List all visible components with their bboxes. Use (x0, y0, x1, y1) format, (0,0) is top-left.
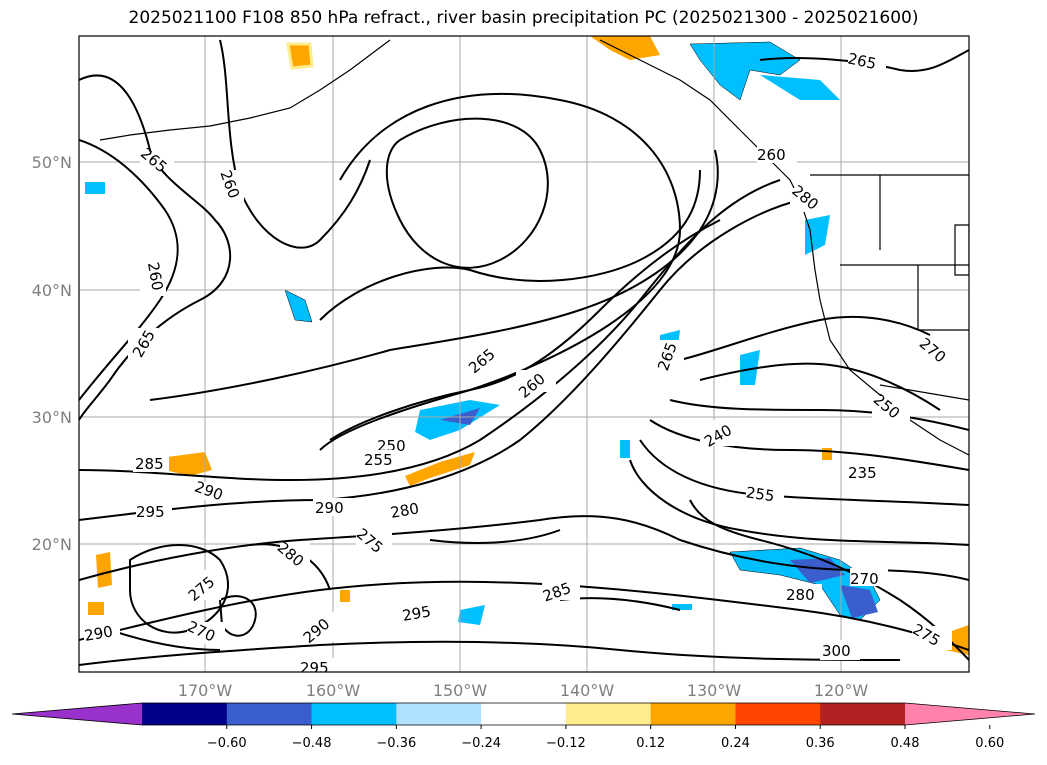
colorbar-tick-label: −0.36 (376, 736, 416, 751)
lat-label: 40°N (32, 281, 72, 300)
lat-label: 50°N (32, 153, 72, 172)
colorbar-tick-label: 0.48 (891, 736, 920, 751)
longitude-labels: 170°W 160°W 150°W 140°W 130°W 120°W (178, 681, 869, 700)
contour-label: 290 (315, 499, 344, 517)
colorbar-tick-label: −0.24 (461, 736, 501, 751)
contour-label: 290 (83, 622, 114, 645)
colorbar-segment (142, 703, 228, 725)
colorbar-tick-label: −0.60 (207, 736, 247, 751)
colorbar-segment (565, 703, 652, 725)
lon-label: 170°W (178, 681, 233, 700)
colorbar-extend-min (12, 703, 142, 725)
colorbar-segment (396, 703, 482, 725)
contour-label: 280 (786, 586, 815, 604)
colorbar-tick-label: −0.12 (546, 736, 586, 751)
colorbar-tick-label: 0.24 (721, 736, 750, 751)
contour-label: 260 (757, 146, 786, 164)
colorbar-tick-label: 0.60 (975, 736, 1004, 751)
refractivity-contours (79, 39, 969, 666)
precip-shading (85, 36, 969, 655)
colorbar-tick-label: −0.48 (292, 736, 332, 751)
contour-label: 280 (389, 499, 420, 522)
colorbar-extend-max (905, 703, 1035, 725)
contour-label: 285 (135, 455, 164, 473)
colorbar-segment (735, 703, 821, 725)
contour-label: 295 (300, 659, 329, 677)
lon-label: 120°W (814, 681, 869, 700)
contour-label: 300 (822, 642, 851, 660)
plot-frame (78, 35, 970, 673)
colorbar-segment (650, 703, 736, 725)
contour-label: 255 (745, 483, 776, 505)
colorbar-tick-label: 0.36 (806, 736, 835, 751)
contour-label: 260 (144, 261, 167, 292)
colorbar-tick-label: 0.12 (636, 736, 665, 751)
colorbar-segment (311, 703, 397, 725)
colorbar-segment (820, 703, 906, 725)
contour-label: 255 (364, 451, 393, 469)
graticule (79, 36, 969, 672)
contour-label: 270 (850, 570, 879, 588)
lon-label: 140°W (560, 681, 615, 700)
colorbar-segment (226, 703, 313, 725)
lon-label: 160°W (306, 681, 361, 700)
contour-label: 265 (846, 49, 878, 73)
colorbar: −0.60 −0.48 −0.36 −0.24 −0.12 0.12 0.24 0.36 0.4… (11, 702, 1036, 751)
lon-label: 150°W (433, 681, 488, 700)
contour-label: 295 (401, 602, 432, 625)
colorbar-outline (11, 702, 1036, 726)
lat-label: 30°N (32, 408, 72, 427)
lat-label: 20°N (32, 535, 72, 554)
contour-label: 295 (136, 503, 165, 521)
colorbar-segment (481, 703, 567, 725)
lon-label: 130°W (687, 681, 742, 700)
map-title: 2025021100 F108 850 hPa refract., river … (128, 8, 919, 28)
latitude-labels: 50°N 40°N 30°N 20°N (32, 153, 72, 554)
contour-label: 235 (848, 464, 877, 482)
